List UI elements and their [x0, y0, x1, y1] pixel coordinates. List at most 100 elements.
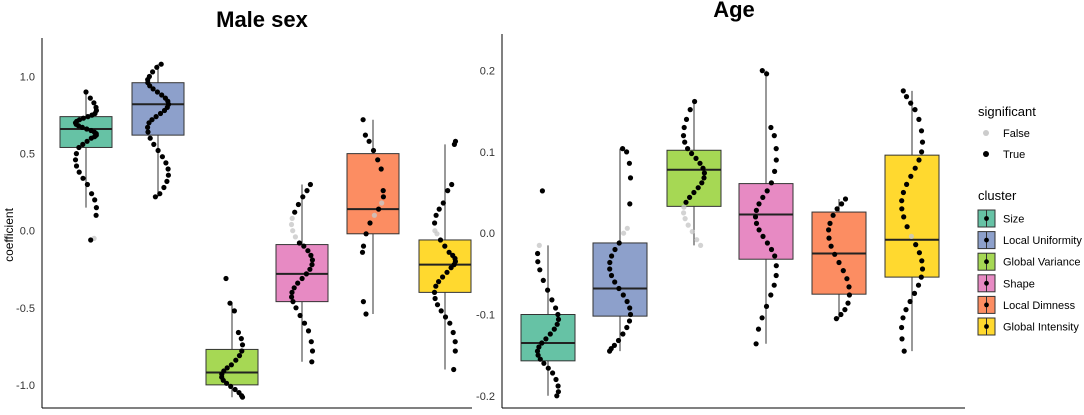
- data-point-significant: [904, 224, 910, 230]
- iqr-box: [738, 183, 794, 260]
- data-point-significant: [616, 240, 622, 246]
- data-point-significant: [440, 200, 446, 206]
- data-point-significant: [239, 342, 246, 348]
- data-point-significant: [232, 386, 238, 393]
- data-point-significant: [919, 258, 925, 264]
- y-axis-title: coefficient: [2, 207, 16, 261]
- data-point-significant: [164, 178, 170, 184]
- data-point-significant: [444, 269, 450, 275]
- data-point-not-significant: [379, 200, 385, 206]
- data-point-significant: [445, 188, 451, 194]
- legend-item-shape: Shape: [977, 274, 1035, 293]
- data-point-significant: [380, 188, 386, 194]
- data-point-significant: [768, 124, 774, 131]
- data-point-significant: [681, 124, 687, 131]
- legend-swatch-dot: [984, 237, 989, 243]
- data-point-significant: [773, 157, 779, 163]
- data-point-significant: [452, 339, 458, 345]
- data-point-significant: [165, 172, 171, 178]
- data-point-significant: [152, 194, 158, 200]
- data-point-significant: [903, 307, 909, 313]
- data-point-significant: [918, 128, 925, 134]
- data-point-significant: [163, 160, 169, 166]
- data-point-significant: [76, 169, 82, 175]
- data-point-significant: [360, 243, 367, 249]
- legend-label: Global Intensity: [1003, 322, 1079, 334]
- data-point-significant: [452, 348, 458, 354]
- data-point-significant: [299, 275, 305, 282]
- data-point-significant: [146, 120, 152, 126]
- data-point-significant: [607, 348, 613, 354]
- data-point-significant: [80, 115, 86, 121]
- legend-key-false: [983, 130, 989, 136]
- data-point-not-significant: [624, 225, 630, 231]
- data-point-significant: [612, 279, 618, 285]
- data-point-significant: [73, 151, 79, 157]
- data-point-significant: [147, 83, 153, 89]
- data-point-significant: [687, 194, 693, 200]
- data-point-significant: [150, 86, 156, 92]
- data-point-not-significant: [371, 212, 377, 218]
- data-point-significant: [915, 282, 922, 288]
- data-point-significant: [436, 279, 442, 285]
- data-point-significant: [228, 362, 234, 368]
- y-tick-label: 0.0: [20, 226, 35, 238]
- y-tick-label: 0.0: [480, 228, 495, 240]
- data-point-significant: [223, 275, 229, 282]
- data-point-significant: [309, 359, 315, 365]
- data-point-significant: [296, 240, 302, 246]
- data-point-significant: [236, 353, 243, 359]
- data-point-significant: [701, 175, 707, 181]
- data-point-significant: [154, 64, 160, 70]
- data-point-significant: [305, 248, 311, 254]
- box-size: [59, 91, 113, 208]
- data-point-significant: [363, 231, 369, 237]
- data-point-significant: [359, 249, 366, 255]
- data-point-significant: [611, 342, 618, 348]
- data-point-significant: [612, 246, 618, 253]
- data-point-significant: [84, 181, 90, 188]
- box-size: [520, 245, 576, 396]
- data-point-significant: [627, 201, 633, 207]
- data-point-significant: [555, 311, 561, 318]
- data-point-significant: [88, 237, 94, 243]
- data-point-significant: [84, 126, 90, 132]
- data-point-significant: [158, 61, 164, 67]
- data-point-significant: [295, 201, 301, 208]
- data-point-significant: [620, 292, 626, 298]
- legend-label-false: False: [1003, 128, 1030, 140]
- data-point-significant: [760, 194, 766, 200]
- data-point-significant: [370, 147, 377, 154]
- data-point-significant: [367, 220, 373, 226]
- data-point-significant: [842, 196, 849, 202]
- data-point-significant: [448, 265, 454, 271]
- data-point-significant: [292, 209, 298, 215]
- box-local-uniformity: [592, 148, 648, 352]
- data-point-significant: [289, 289, 295, 295]
- data-point-significant: [624, 149, 630, 155]
- data-point-significant: [916, 157, 922, 163]
- data-point-significant: [231, 308, 237, 314]
- legend-title-significant: significant: [978, 104, 1036, 119]
- data-point-significant: [827, 220, 833, 226]
- data-point-significant: [309, 262, 315, 268]
- data-point-significant: [918, 274, 924, 280]
- point-group: [534, 68, 926, 399]
- data-point-significant: [145, 124, 151, 130]
- data-point-significant: [919, 139, 926, 145]
- data-point-significant: [291, 285, 297, 291]
- data-point-significant: [900, 189, 907, 196]
- data-point-significant: [307, 266, 313, 272]
- data-point-significant: [759, 315, 765, 321]
- data-point-significant: [697, 160, 703, 166]
- data-point-significant: [289, 294, 295, 300]
- iqr-box: [592, 242, 648, 317]
- data-point-not-significant: [288, 221, 295, 228]
- data-point-significant: [161, 184, 167, 191]
- data-point-significant: [626, 318, 633, 324]
- data-point-significant: [309, 257, 315, 263]
- data-point-significant: [768, 180, 775, 186]
- data-point-significant: [551, 326, 557, 332]
- data-point-significant: [759, 68, 765, 74]
- data-point-significant: [80, 141, 86, 147]
